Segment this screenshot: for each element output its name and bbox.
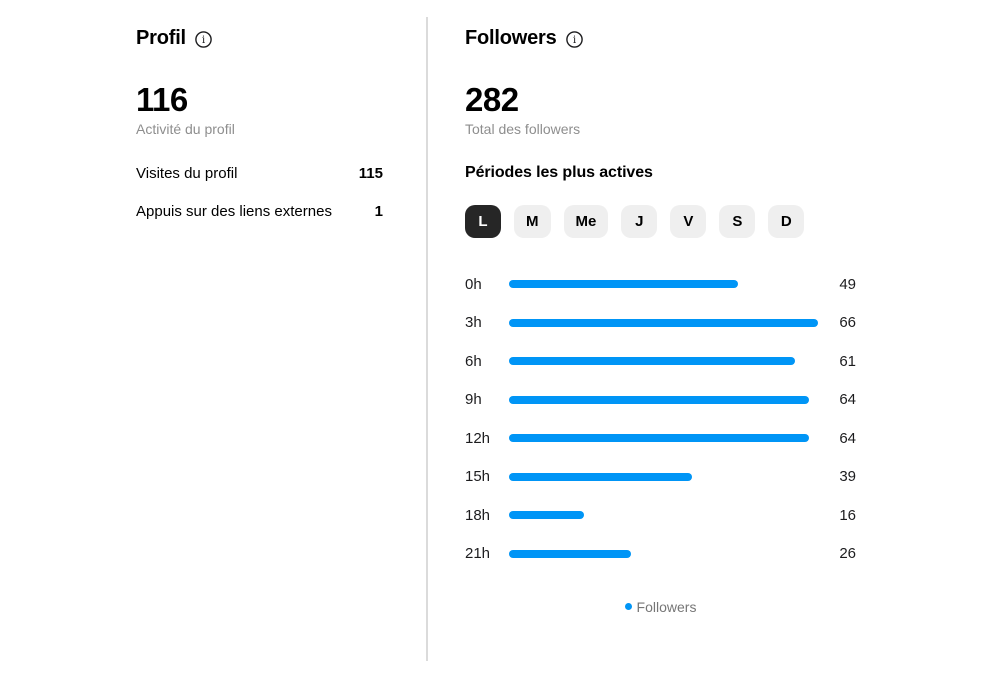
bar-value: 64 [839,391,856,408]
bar-fill [509,511,584,519]
info-icon[interactable]: i [565,30,583,48]
hour-label: 3h [465,314,482,331]
chart-row: 6h 61 [465,349,856,373]
followers-title-row: Followers i [465,26,856,50]
bar-track [509,318,818,327]
svg-text:i: i [572,34,576,46]
bar-fill [509,280,739,288]
bar-fill [509,318,818,327]
followers-metric-label: Total des followers [465,121,581,137]
bar-fill [509,395,809,404]
chart-row: 21h 26 [465,542,856,566]
bar-value: 39 [839,468,856,485]
stat-row-profile-visits: Visites du profil 115 [136,164,383,184]
day-tab-j[interactable]: J [621,205,658,238]
profile-panel-title: Profil [136,27,186,49]
chart-row: 0h 49 [465,272,856,296]
bar-track [509,434,818,442]
bar-track [509,549,818,558]
info-icon[interactable]: i [195,30,212,48]
chart-row: 3h 66 [465,311,856,335]
bar-value: 16 [839,506,856,524]
bar-value: 64 [839,429,856,447]
followers-metric-value: 282 [465,81,519,118]
chart-legend: Followers [465,598,856,616]
stat-row-external-link-taps: Appuis sur des liens externes 1 [136,202,383,222]
stat-value: 1 [374,203,383,220]
hour-label: 9h [465,391,482,408]
chart-row: 18h 16 [465,503,856,527]
day-tab-d[interactable]: D [768,205,805,238]
legend-dot-icon [624,603,632,610]
profile-stat-list: Visites du profil 115 Appuis sur des lie… [136,164,383,222]
day-tab-l[interactable]: L [465,205,501,238]
bar-fill [509,472,692,481]
hour-label: 6h [465,352,482,370]
bar-fill [509,434,809,442]
legend-label: Followers [636,598,697,615]
svg-text:i: i [202,34,206,46]
hour-label: 12h [465,429,491,447]
profile-panel: Profil i 116 Activité du profil Visites … [136,26,383,222]
panel-divider [426,17,428,661]
day-tab-v[interactable]: V [670,205,707,238]
hour-label: 15h [465,468,491,485]
profile-title-row: Profil i [136,26,383,50]
stat-label: Appuis sur des liens externes [136,203,332,220]
hour-label: 0h [465,275,482,293]
profile-metric-value: 116 [136,81,188,118]
bar-track [509,511,818,519]
bar-value: 66 [839,314,856,331]
day-tab-me[interactable]: Me [563,205,609,238]
hour-label: 18h [465,506,491,524]
bar-fill [509,357,795,365]
bar-value: 61 [839,352,856,370]
profile-metric-label: Activité du profil [136,121,235,137]
hour-label: 21h [465,545,491,562]
stat-value: 115 [358,165,383,182]
stat-label: Visites du profil [136,165,238,182]
day-tabs: L M Me J V S D [465,205,856,238]
active-periods-title: Périodes les plus actives [465,164,653,181]
bar-value: 26 [839,545,856,562]
chart-row: 15h 39 [465,465,856,489]
chart-row: 12h 64 [465,426,856,450]
bar-track [509,280,818,288]
chart-row: 9h 64 [465,388,856,412]
followers-panel: Followers i 282 Total des followers Péri… [465,26,856,616]
bar-track [509,472,818,481]
bar-track [509,357,818,365]
day-tab-m[interactable]: M [514,205,551,238]
bar-track [509,395,818,404]
hourly-bar-chart: 0h 49 3h 66 6h 61 9h 64 12h 64 15h 39 18h 16 21h 26 [465,272,856,566]
day-tab-s[interactable]: S [719,205,756,238]
bar-fill [509,549,631,558]
followers-panel-title: Followers [465,27,557,49]
bar-value: 49 [839,275,856,293]
